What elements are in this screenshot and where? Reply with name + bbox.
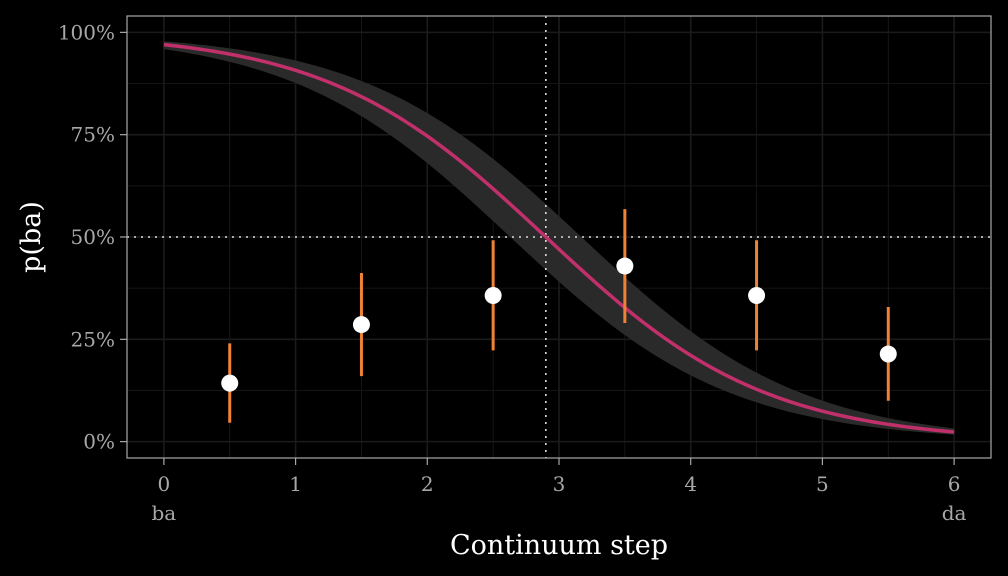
y-tick-label-2: 50% [71, 225, 115, 249]
data-point-1 [352, 316, 370, 334]
confidence-band [163, 41, 955, 435]
x-tick-label-4: 4 [684, 472, 697, 496]
x-tick-label-1: 1 [289, 472, 302, 496]
y-tick-label-4: 100% [58, 20, 115, 44]
x-tick-label-6: 6 [948, 472, 961, 496]
data-point-5 [879, 345, 897, 363]
data-point-0 [221, 374, 239, 392]
y-tick-label-1: 25% [71, 327, 115, 351]
x-endpoint-label-0: ba [152, 501, 177, 525]
y-tick-label-3: 75% [71, 123, 115, 147]
x-tick-label-2: 2 [421, 472, 434, 496]
confidence-band-area [163, 41, 955, 435]
y-axis: 0% 25% 50% 75% 100% [58, 20, 127, 454]
y-axis-title: p(ba) [16, 201, 47, 273]
data-point-3 [616, 257, 634, 275]
fit-curve-line [163, 42, 955, 434]
data-points [221, 257, 897, 392]
x-tick-label-0: 0 [158, 472, 171, 496]
x-tick-label-3: 3 [553, 472, 566, 496]
x-tick-label-5: 5 [816, 472, 829, 496]
y-tick-label-0: 0% [83, 430, 115, 454]
grid [127, 16, 991, 458]
x-axis: 0 1 2 3 4 5 6 ba da [152, 458, 967, 525]
x-endpoint-label-1: da [942, 501, 967, 525]
x-axis-title: Continuum step [450, 530, 668, 561]
fit-curve [163, 42, 955, 434]
data-point-2 [484, 287, 502, 305]
data-point-4 [748, 287, 766, 305]
